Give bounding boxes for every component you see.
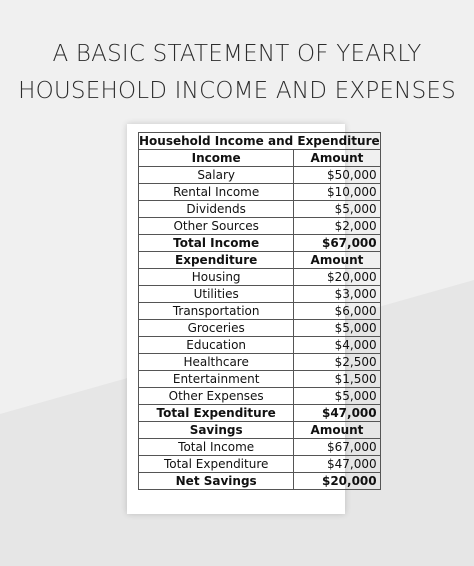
row-amount: $50,000	[293, 166, 381, 184]
title-line-1: A BASIC STATEMENT OF YEARLY	[52, 41, 422, 67]
row-amount: $1,500	[293, 370, 381, 388]
expenditure-header-label: Expenditure	[137, 251, 295, 269]
row-label: Total Expenditure	[137, 455, 295, 473]
sheet-header: Household Income and Expenditure	[138, 132, 381, 150]
savings-header-label: Savings	[137, 421, 295, 439]
page-title: A BASIC STATEMENT OF YEARLY HOUSEHOLD IN…	[0, 36, 474, 110]
spreadsheet-preview: Household Income and Expenditure Income …	[127, 124, 381, 514]
table-row: Rental Income $10,000	[137, 183, 381, 201]
row-label: Other Sources	[137, 217, 295, 235]
row-amount: $6,000	[293, 302, 381, 320]
expenditure-header-amount: Amount	[293, 251, 381, 269]
total-expenditure-label: Total Expenditure	[137, 404, 295, 422]
row-amount: $4,000	[293, 336, 381, 354]
title-line-2: HOUSEHOLD INCOME AND EXPENSES	[18, 78, 456, 104]
row-label: Other Expenses	[137, 387, 295, 405]
row-amount: $3,000	[293, 285, 381, 303]
row-amount: $5,000	[293, 387, 381, 405]
row-label: Groceries	[137, 319, 295, 337]
row-amount: $10,000	[293, 183, 381, 201]
savings-header-amount: Amount	[293, 421, 381, 439]
table-row: Total Income $67,000	[137, 438, 381, 456]
row-label: Entertainment	[137, 370, 295, 388]
row-label: Salary	[137, 166, 295, 184]
table-row: Groceries $5,000	[137, 319, 381, 337]
row-amount: $67,000	[293, 438, 381, 456]
row-amount: $2,500	[293, 353, 381, 371]
table-row: Salary $50,000	[137, 166, 381, 184]
net-savings-amount: $20,000	[293, 472, 381, 490]
row-amount: $5,000	[293, 200, 381, 218]
total-income-amount: $67,000	[293, 234, 381, 252]
row-label: Healthcare	[137, 353, 295, 371]
row-label: Housing	[137, 268, 295, 286]
statement-table: Household Income and Expenditure Income …	[137, 132, 381, 490]
table-row: Total Expenditure $47,000	[137, 455, 381, 473]
total-expenditure-amount: $47,000	[293, 404, 381, 422]
row-amount: $2,000	[293, 217, 381, 235]
row-label: Education	[137, 336, 295, 354]
row-label: Dividends	[137, 200, 295, 218]
row-amount: $47,000	[293, 455, 381, 473]
income-header-label: Income	[137, 149, 295, 167]
income-header-amount: Amount	[293, 149, 381, 167]
table-row: Housing $20,000	[137, 268, 381, 286]
table-row: Utilities $3,000	[137, 285, 381, 303]
row-label: Total Income	[137, 438, 295, 456]
row-amount: $20,000	[293, 268, 381, 286]
table-row: Healthcare $2,500	[137, 353, 381, 371]
row-label: Rental Income	[137, 183, 295, 201]
table-row: Other Sources $2,000	[137, 217, 381, 235]
total-income-label: Total Income	[137, 234, 295, 252]
table-row: Transportation $6,000	[137, 302, 381, 320]
row-label: Transportation	[137, 302, 295, 320]
row-label: Utilities	[137, 285, 295, 303]
table-row: Other Expenses $5,000	[137, 387, 381, 405]
row-amount: $5,000	[293, 319, 381, 337]
table-row: Entertainment $1,500	[137, 370, 381, 388]
table-row: Dividends $5,000	[137, 200, 381, 218]
table-row: Education $4,000	[137, 336, 381, 354]
net-savings-label: Net Savings	[137, 472, 295, 490]
